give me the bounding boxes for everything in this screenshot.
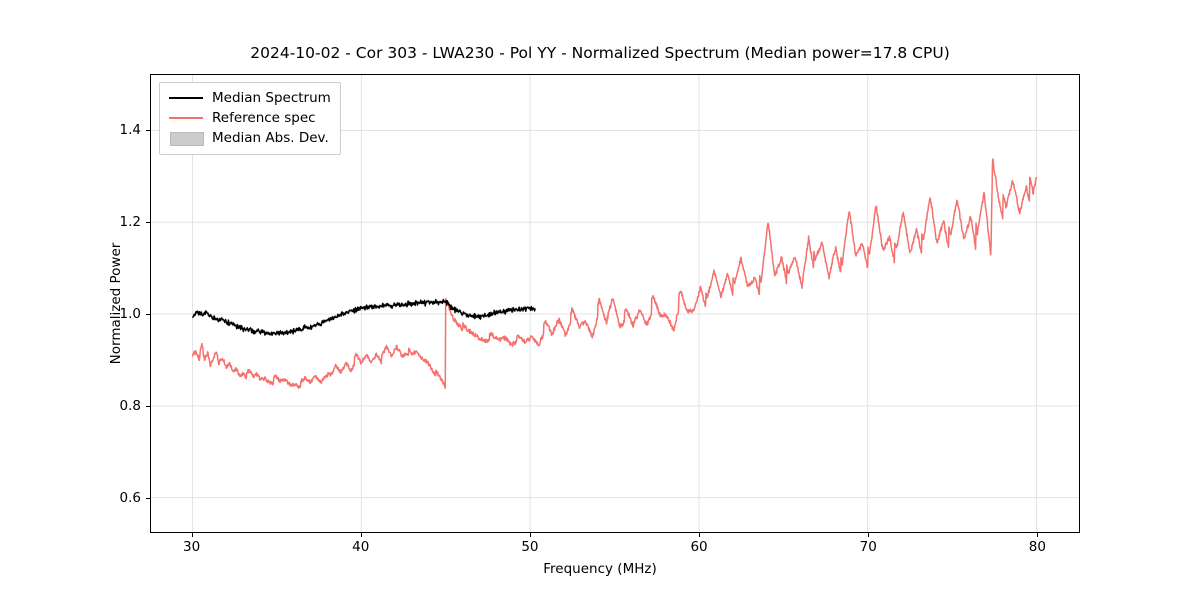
legend-label: Median Abs. Dev.	[212, 130, 329, 146]
y-tick-mark	[146, 221, 150, 223]
legend-line-swatch	[169, 91, 203, 105]
y-tick-mark	[146, 498, 150, 500]
x-tick-mark	[1037, 533, 1039, 537]
x-tick-mark	[529, 533, 531, 537]
legend-label: Median Spectrum	[212, 90, 331, 106]
y-tick-mark	[146, 406, 150, 408]
legend-label: Reference spec	[212, 110, 316, 126]
reference-spec-line	[191, 158, 1038, 390]
y-axis-label: Normalized Power	[108, 242, 124, 365]
y-tick-mark	[146, 314, 150, 316]
legend-line	[169, 117, 203, 120]
median-abs-dev-band	[192, 297, 536, 338]
chart-title: 2024-10-02 - Cor 303 - LWA230 - Pol YY -…	[250, 44, 950, 62]
legend-item[interactable]: Median Spectrum	[169, 88, 331, 108]
x-tick-mark	[699, 533, 701, 537]
x-tick-mark	[360, 533, 362, 537]
x-tick-label: 70	[859, 539, 877, 555]
y-tick-label: 1.0	[119, 306, 141, 323]
x-tick-label: 50	[521, 539, 539, 555]
legend-patch-swatch	[169, 131, 204, 146]
legend-item[interactable]: Reference spec	[169, 108, 331, 128]
y-tick-label: 0.8	[119, 398, 141, 415]
grid-layer	[151, 75, 1079, 532]
median-spectrum-line	[191, 298, 536, 336]
data-layer	[191, 158, 1038, 390]
x-tick-mark	[191, 533, 193, 537]
y-tick-label: 1.2	[119, 213, 141, 230]
y-tick-mark	[146, 129, 150, 131]
legend-item[interactable]: Median Abs. Dev.	[169, 128, 331, 148]
y-tick-label: 0.6	[119, 490, 141, 507]
x-tick-mark	[868, 533, 870, 537]
x-tick-label: 60	[690, 539, 708, 555]
x-tick-label: 80	[1028, 539, 1046, 555]
chart-legend[interactable]: Median Spectrum Reference spec Median Abs.…	[159, 82, 341, 155]
legend-line	[169, 97, 203, 100]
x-tick-label: 40	[352, 539, 370, 555]
x-tick-label: 30	[183, 539, 201, 555]
legend-patch	[170, 132, 204, 146]
legend-line-swatch	[169, 111, 203, 125]
x-axis-label: Frequency (MHz)	[543, 561, 657, 577]
y-tick-label: 1.4	[119, 121, 141, 138]
